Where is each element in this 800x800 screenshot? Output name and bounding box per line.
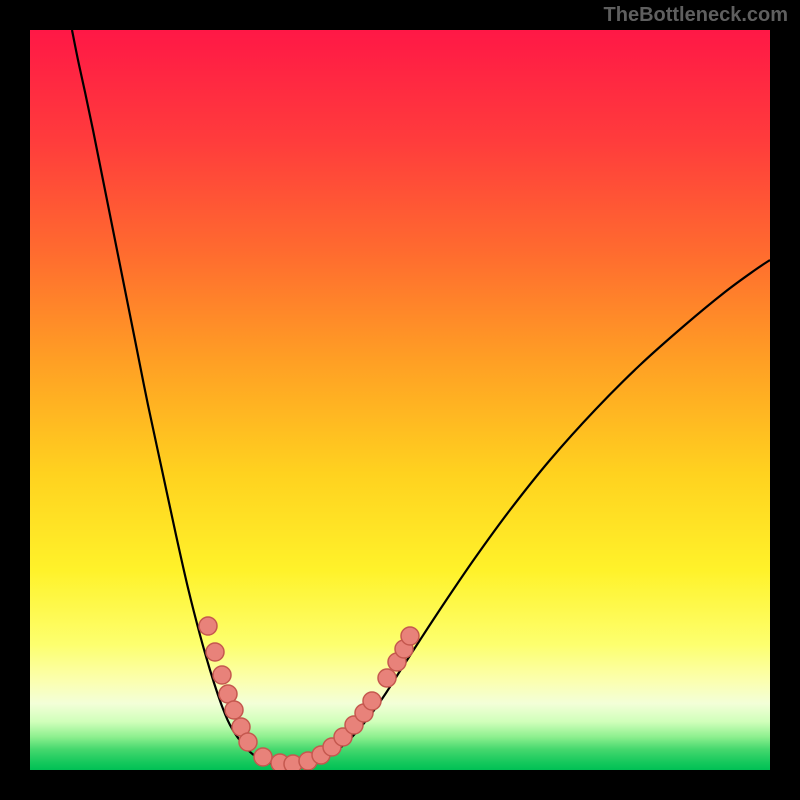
data-marker xyxy=(199,617,217,635)
data-marker xyxy=(254,748,272,766)
chart-plot-area xyxy=(30,30,770,770)
data-marker xyxy=(213,666,231,684)
data-marker xyxy=(225,701,243,719)
data-marker xyxy=(239,733,257,751)
data-marker xyxy=(206,643,224,661)
data-marker xyxy=(363,692,381,710)
data-marker xyxy=(378,669,396,687)
data-marker xyxy=(401,627,419,645)
bottleneck-curve-chart xyxy=(30,30,770,770)
watermark-text: TheBottleneck.com xyxy=(604,4,788,27)
